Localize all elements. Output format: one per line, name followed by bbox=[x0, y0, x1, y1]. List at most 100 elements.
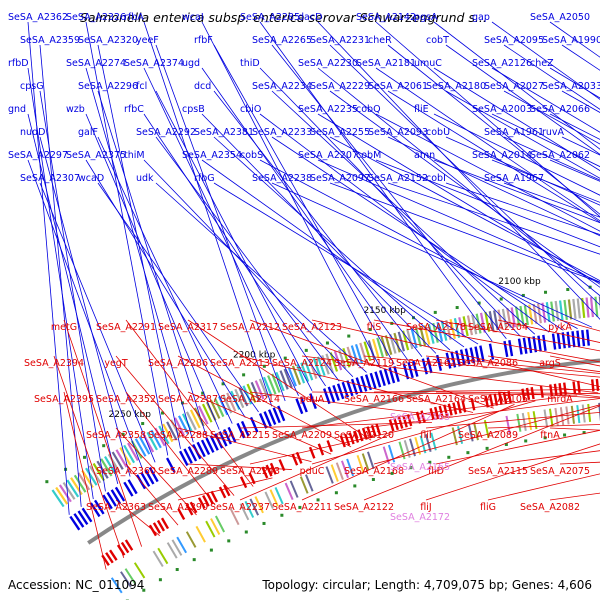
plus-gene-label: cpsG bbox=[20, 81, 44, 92]
minus-label-leader bbox=[187, 319, 372, 441]
plus-strand-gene bbox=[187, 446, 198, 462]
plus-strand-gene bbox=[299, 396, 308, 413]
feature-ring-block bbox=[100, 458, 113, 477]
minus-gene-label: SeSA_A2287 bbox=[158, 394, 218, 405]
minus-label-leader bbox=[425, 411, 600, 429]
inner-feature-block bbox=[264, 491, 274, 509]
tick-mark bbox=[280, 513, 284, 517]
plus-gene-label: thiM bbox=[124, 150, 145, 161]
minus-strand-gene bbox=[433, 406, 440, 420]
minus-label-leader bbox=[187, 391, 332, 455]
feature-ring-block bbox=[484, 311, 491, 332]
minus-label-leader bbox=[239, 421, 432, 429]
inner-feature-block bbox=[274, 487, 284, 505]
minus-label-leader bbox=[497, 450, 600, 465]
inner-feature-block bbox=[587, 403, 592, 422]
feature-ring-block bbox=[73, 474, 87, 493]
inner-feature-block bbox=[335, 462, 344, 480]
feature-ring-block bbox=[389, 333, 397, 354]
plus-gene-label: SeSA_A2307 bbox=[20, 173, 80, 184]
tick-mark bbox=[409, 466, 413, 470]
plus-gene-label: SeSA_A2235 bbox=[298, 104, 358, 115]
feature-ring-block bbox=[342, 347, 351, 368]
inner-feature-block bbox=[210, 518, 221, 535]
inner-feature-block bbox=[254, 496, 264, 514]
plus-gene-label: fliE bbox=[414, 104, 429, 115]
plus-strand-gene bbox=[369, 372, 377, 389]
plus-strand-gene bbox=[459, 349, 466, 366]
minus-strand-gene bbox=[265, 464, 273, 477]
plus-gene-label: SeSA_A2033 bbox=[542, 81, 600, 92]
plus-gene-label: gap bbox=[472, 12, 490, 23]
inner-feature-block bbox=[157, 547, 169, 565]
tick-mark bbox=[192, 558, 196, 562]
minus-strand-gene bbox=[239, 476, 248, 489]
plus-gene-label: wcaI bbox=[182, 12, 204, 23]
plus-label-leader bbox=[97, 44, 181, 449]
plus-strand-gene bbox=[556, 332, 562, 350]
plus-gene-label: rfbA bbox=[124, 12, 144, 23]
minus-gene-label: SeSA_A2178 bbox=[406, 322, 466, 333]
inner-feature-block bbox=[244, 500, 255, 518]
inner-feature-block bbox=[483, 420, 490, 439]
plus-label-leader bbox=[27, 21, 70, 515]
feature-ring-block bbox=[287, 367, 297, 387]
minus-label-leader bbox=[249, 391, 453, 418]
feature-ring-block bbox=[115, 449, 128, 468]
plus-strand-gene bbox=[93, 499, 105, 515]
minus-label-leader bbox=[363, 355, 600, 378]
plus-strand-gene bbox=[127, 479, 138, 495]
feature-ring-block bbox=[308, 359, 318, 379]
plus-label-leader bbox=[213, 136, 451, 351]
plus-strand-gene bbox=[464, 348, 471, 365]
plus-label-leader bbox=[317, 21, 600, 320]
tick-mark bbox=[244, 530, 248, 534]
feature-ring-block bbox=[111, 451, 124, 470]
plus-gene-label: SeSA_A2234 bbox=[252, 81, 312, 92]
plus-label-leader bbox=[329, 90, 600, 288]
minus-label-leader bbox=[497, 391, 600, 399]
minus-gene-label: SeSA_A2089 bbox=[458, 430, 518, 441]
plus-gene-label: SeSA_A2231 bbox=[310, 35, 370, 46]
feature-ring-block bbox=[51, 489, 65, 508]
plus-strand-gene bbox=[360, 375, 368, 392]
plus-label-leader bbox=[97, 136, 233, 424]
inner-feature-block bbox=[521, 412, 527, 431]
inner-feature-block bbox=[330, 464, 339, 482]
plus-label-leader bbox=[85, 21, 169, 456]
plus-label-leader bbox=[143, 67, 299, 397]
feature-ring-block bbox=[350, 345, 359, 366]
plus-label-leader bbox=[387, 136, 600, 237]
feature-ring-block bbox=[329, 352, 339, 372]
plus-strand-gene bbox=[445, 352, 452, 369]
minus-gene-label: SeSA_A2211 bbox=[272, 502, 332, 513]
plus-gene-label: cpsB bbox=[182, 104, 205, 115]
plus-gene-label: rfbC bbox=[124, 104, 144, 115]
tick-mark bbox=[477, 301, 481, 305]
minus-label-leader bbox=[53, 355, 125, 559]
inner-feature-block bbox=[289, 480, 299, 498]
plus-gene-label: dcd bbox=[194, 81, 211, 92]
minus-strand-gene bbox=[447, 403, 453, 416]
minus-gene-label: SeSA_A2363 bbox=[86, 502, 146, 513]
scale-label: 2200 kbp bbox=[233, 350, 276, 360]
tick-mark bbox=[175, 568, 179, 572]
feature-ring-block bbox=[414, 327, 422, 348]
minus-label-leader bbox=[487, 473, 600, 501]
feature-ring-block bbox=[234, 388, 245, 409]
plus-gene-label: SeSA_A2061 bbox=[368, 81, 428, 92]
inner-feature-block bbox=[527, 411, 533, 431]
minus-gene-label: SeSA_A2358 bbox=[86, 430, 146, 441]
plus-label-leader bbox=[27, 159, 143, 470]
plus-strand-gene bbox=[517, 338, 523, 355]
feature-ring-block bbox=[300, 362, 310, 382]
tick-mark bbox=[142, 588, 146, 592]
plus-gene-label: SeSA_A2297 bbox=[8, 150, 68, 161]
inner-feature-block bbox=[366, 451, 375, 470]
minus-gene-label: SeSA_A2209 bbox=[272, 430, 332, 441]
tick-mark bbox=[428, 460, 432, 464]
minus-strand-gene bbox=[484, 395, 490, 408]
tick-mark bbox=[353, 484, 357, 488]
feature-ring-block bbox=[162, 423, 174, 443]
